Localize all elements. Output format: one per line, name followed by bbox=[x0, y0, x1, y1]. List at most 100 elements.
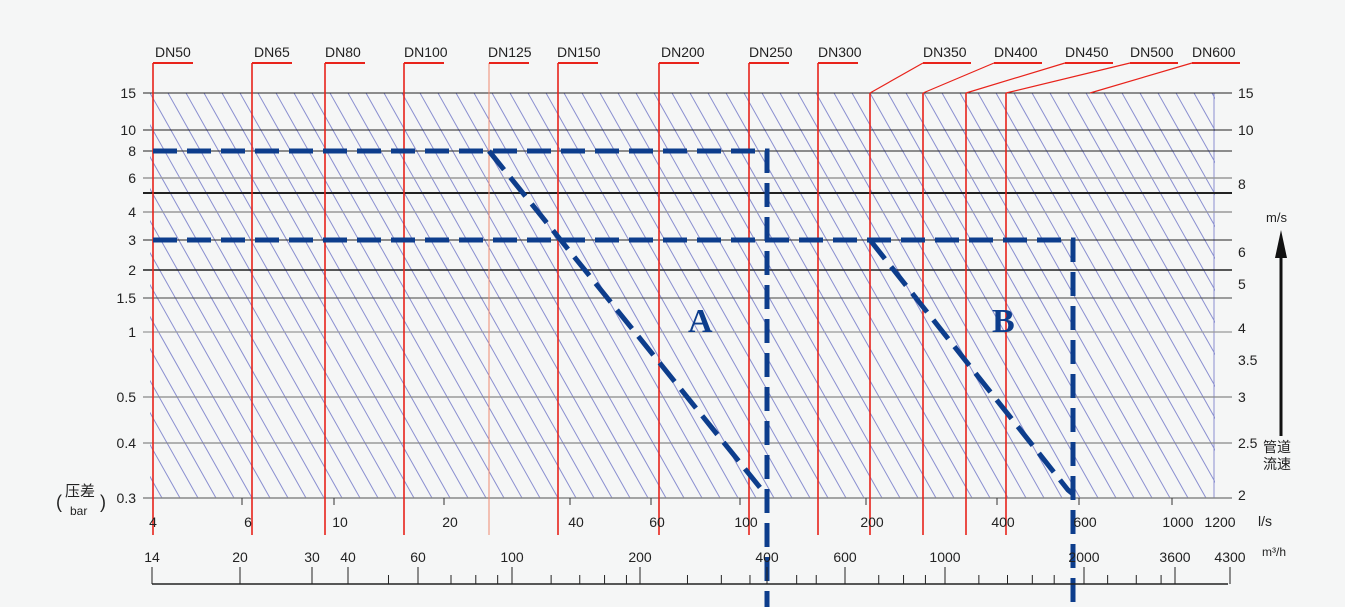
x-axis-ls-tick-label: 400 bbox=[991, 514, 1015, 530]
velocity-hatch-line bbox=[150, 283, 271, 498]
velocity-hatch-line bbox=[150, 123, 361, 498]
velocity-hatch-line bbox=[150, 219, 307, 498]
dn-label: DN400 bbox=[994, 44, 1038, 60]
velocity-hatch-line bbox=[707, 93, 937, 498]
velocity-hatch-line bbox=[1157, 93, 1215, 196]
left-axis-tick-label: 0.5 bbox=[117, 389, 137, 405]
velocity-hatch-line bbox=[185, 93, 415, 498]
dn-label: DN100 bbox=[404, 44, 448, 60]
velocity-hatch-line bbox=[365, 93, 595, 498]
axes: 15 10 8 6 4 3 2 1.5 1 0.5 0.4 0.3 15 10 8 6 5 4 3.5 3 2.5 2 4 6… bbox=[117, 85, 1258, 585]
velocity-hatch-line bbox=[347, 93, 577, 498]
velocity-hatch-line bbox=[293, 93, 523, 498]
velocity-hatch-line bbox=[150, 315, 253, 498]
dn-leader-line bbox=[922, 62, 995, 94]
velocity-hatch-line bbox=[1013, 93, 1215, 452]
x-axis-ls-tick-label: 40 bbox=[568, 514, 584, 530]
velocity-hatch-line bbox=[1193, 93, 1215, 132]
velocity-hatch-line bbox=[275, 93, 505, 498]
velocity-hatch-line bbox=[725, 93, 955, 498]
x-axis-ls-tick-label: 200 bbox=[860, 514, 884, 530]
x-axis-ls-tick-label: 1200 bbox=[1204, 514, 1235, 530]
x-axis-ls-tick-label: 10 bbox=[332, 514, 348, 530]
example-b-diagonal bbox=[868, 238, 1075, 496]
x-axis-m3h-tick-label: 400 bbox=[755, 549, 779, 565]
velocity-hatch-line bbox=[617, 93, 847, 498]
example-label-b: B bbox=[992, 303, 1015, 340]
velocity-hatch-line bbox=[941, 93, 1171, 498]
velocity-hatch-line bbox=[311, 93, 541, 498]
right-axis-tick-label: 10 bbox=[1238, 122, 1254, 138]
x-axis-ls-tick-label: 6 bbox=[244, 514, 252, 530]
left-axis-tick-label: 2 bbox=[128, 262, 136, 278]
x-axis-m3h-tick-label: 4300 bbox=[1214, 549, 1245, 565]
x-axis-ls-tick-label: 20 bbox=[442, 514, 458, 530]
velocity-hatch-line bbox=[977, 93, 1207, 498]
velocity-hatch-line bbox=[743, 93, 973, 498]
x-axis-ls-unit: l/s bbox=[1258, 513, 1272, 529]
velocity-hatch-line bbox=[779, 93, 1009, 498]
dn-label: DN600 bbox=[1192, 44, 1236, 60]
right-axis-tick-label: 4 bbox=[1238, 320, 1246, 336]
velocity-hatch-line bbox=[1175, 93, 1215, 164]
velocity-hatch-line bbox=[203, 93, 433, 498]
velocity-hatch-line bbox=[635, 93, 865, 498]
right-axis-tick-label: 2 bbox=[1238, 487, 1246, 503]
right-axis-tick-label: 5 bbox=[1238, 276, 1246, 292]
x-axis-m3h-tick-label: 200 bbox=[628, 549, 652, 565]
dn-lines: DN50 DN65 DN80 DN100 DN125 DN150 DN200 DN250 DN3… bbox=[152, 44, 1240, 535]
velocity-hatch-line bbox=[150, 251, 289, 498]
right-axis-tick-label: 15 bbox=[1238, 85, 1254, 101]
x-axis-m3h-tick-label: 3600 bbox=[1159, 549, 1190, 565]
x-axis-ls-tick-label: 4 bbox=[149, 514, 157, 530]
right-axis-tick-label: 3.5 bbox=[1238, 352, 1258, 368]
left-axis-tick-label: 1.5 bbox=[117, 290, 137, 306]
x-axis-m3h-tick-label: 60 bbox=[410, 549, 426, 565]
velocity-hatch-line bbox=[150, 411, 199, 498]
velocity-hatch-line bbox=[437, 93, 667, 498]
dn-label: DN65 bbox=[254, 44, 290, 60]
left-axis-tick-label: 15 bbox=[120, 85, 136, 101]
velocity-hatch-lines bbox=[0, 93, 1215, 498]
left-axis-tick-label: 8 bbox=[128, 143, 136, 159]
left-axis-tick-label: 0.4 bbox=[117, 435, 137, 451]
velocity-hatch-line bbox=[473, 93, 703, 498]
velocity-hatch-line bbox=[563, 93, 793, 498]
dn-label: DN300 bbox=[818, 44, 862, 60]
dn-leader-line bbox=[869, 62, 924, 94]
x-axis-m3h-tick-label: 20 bbox=[232, 549, 248, 565]
velocity-hatch-line bbox=[1067, 93, 1215, 356]
x-axis-m3h-tick-label: 1000 bbox=[929, 549, 960, 565]
velocity-hatch-line bbox=[150, 155, 343, 498]
right-axis-label: 管道流速 bbox=[1263, 440, 1291, 473]
x-axis-ls-tick-label: 100 bbox=[734, 514, 758, 530]
velocity-hatch-line bbox=[419, 93, 649, 498]
velocity-hatch-line bbox=[0, 93, 126, 498]
pressure-gridlines bbox=[143, 92, 1232, 499]
left-axis-label-bottom: bar bbox=[70, 504, 87, 518]
dn-label: DN200 bbox=[661, 44, 705, 60]
velocity-hatch-line bbox=[1031, 93, 1215, 420]
velocity-hatch-line bbox=[150, 93, 379, 498]
dn-label: DN125 bbox=[488, 44, 532, 60]
velocity-hatch-line bbox=[1139, 93, 1215, 228]
dn-label: DN250 bbox=[749, 44, 793, 60]
velocity-hatch-line bbox=[869, 93, 1099, 498]
velocity-hatch-line bbox=[150, 187, 325, 498]
left-axis-paren-open: ( bbox=[56, 492, 62, 512]
velocity-hatch-line bbox=[1085, 93, 1215, 324]
velocity-hatch-line bbox=[599, 93, 829, 498]
example-label-a: A bbox=[688, 303, 713, 340]
x-axis-m3h-tick-label: 40 bbox=[340, 549, 356, 565]
velocity-hatch-line bbox=[689, 93, 919, 498]
right-axis-tick-label: 2.5 bbox=[1238, 435, 1258, 451]
x-axis-ls-tick-label: 60 bbox=[649, 514, 665, 530]
velocity-hatch-line bbox=[329, 93, 559, 498]
velocity-hatch-line bbox=[545, 93, 775, 498]
velocity-hatch-line bbox=[239, 93, 469, 498]
dn-label: DN450 bbox=[1065, 44, 1109, 60]
velocity-hatch-line bbox=[401, 93, 631, 498]
velocity-hatch-line bbox=[167, 93, 397, 498]
velocity-hatch-line bbox=[995, 93, 1215, 484]
velocity-hatch-line bbox=[923, 93, 1153, 498]
